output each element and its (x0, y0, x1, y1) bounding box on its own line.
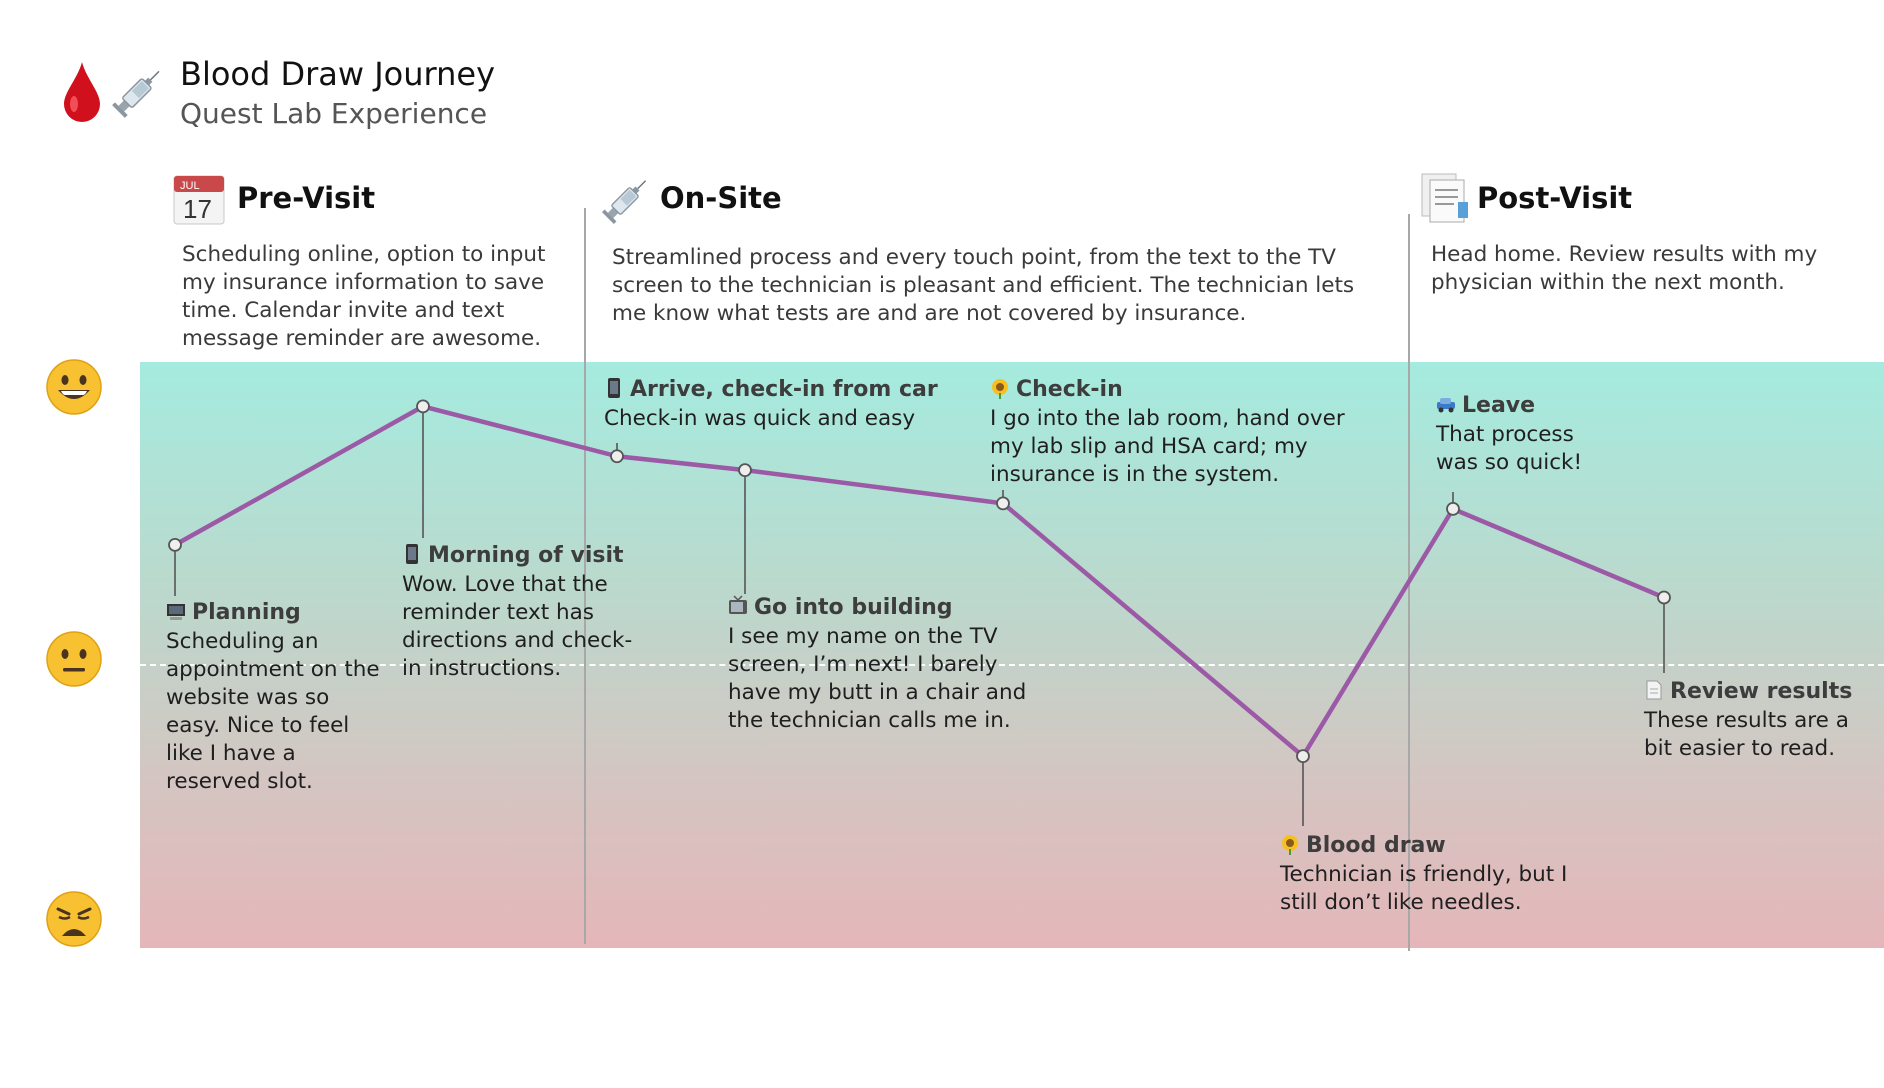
touchpoint-title: Check-in (990, 375, 1380, 405)
touchpoint-marker (1296, 749, 1310, 764)
emotion-band (140, 362, 1884, 948)
car-icon (1437, 398, 1455, 413)
touchpoint-title-text: Morning of visit (428, 543, 624, 568)
touchpoint-planning: Planning Scheduling an appointment on th… (166, 598, 386, 796)
stage-description-post-visit: Head home. Review results with my physic… (1431, 242, 1818, 295)
touchpoint-title: Go into building (728, 593, 1038, 623)
touchpoint-text: These results are a bit easier to read. (1644, 708, 1849, 761)
touchpoint-marker (610, 449, 624, 464)
page-title: Blood Draw Journey (180, 55, 496, 93)
touchpoint-marker (996, 496, 1010, 511)
touchpoint-title: Arrive, check-in from car (604, 375, 938, 405)
stage-description-on-site: Streamlined process and every touch poin… (612, 245, 1355, 326)
touchpoint-marker (1657, 590, 1671, 605)
touchpoint-check-in: Check-in I go into the lab room, hand ov… (990, 375, 1380, 489)
touchpoint-text: Wow. Love that the reminder text has dir… (402, 572, 633, 681)
touchpoint-marker (416, 399, 430, 414)
touchpoint-title: Blood draw (1280, 831, 1570, 861)
stage-description-pre-visit: Scheduling online, option to input my in… (182, 242, 546, 351)
touchpoint-title-text: Check-in (1016, 377, 1123, 402)
touchpoint-text: That process was so quick! (1436, 422, 1583, 475)
touchpoint-go-into-building: Go into building I see my name on the TV… (728, 593, 1038, 735)
touchpoint-title: Planning (166, 598, 386, 628)
touchpoint-title-text: Planning (192, 600, 301, 625)
documents-icon (1418, 172, 1472, 226)
journey-line (173, 404, 1665, 759)
touchpoint-title-text: Leave (1462, 393, 1536, 418)
weary-face-icon (46, 891, 102, 947)
calendar-icon: JUL 17 (172, 172, 226, 226)
blood-drop-icon (64, 62, 100, 122)
touchpoint-title-text: Review results (1670, 679, 1853, 704)
stage-title-on-site: On-Site (660, 181, 782, 215)
touchpoint-morning-of-visit: Morning of visit Wow. Love that the remi… (402, 541, 642, 683)
sunflower-icon (1282, 835, 1298, 855)
touchpoint-title: Morning of visit (402, 541, 642, 571)
syringe-icon (112, 70, 160, 118)
touchpoint-text: I see my name on the TV screen, I’m next… (728, 624, 1027, 733)
touchpoint-review-results: Review results These results are a bit e… (1644, 677, 1874, 763)
neutral-face-icon (46, 631, 102, 687)
touchpoint-title-text: Blood draw (1306, 833, 1446, 858)
document-icon (1646, 680, 1662, 700)
stage-title-pre-visit: Pre-Visit (237, 181, 376, 215)
touchpoint-text: I go into the lab room, hand over my lab… (990, 406, 1345, 487)
touchpoint-text: Scheduling an appointment on the website… (166, 629, 380, 794)
touchpoint-arrive: Arrive, check-in from car Check-in was q… (604, 375, 938, 433)
touchpoint-blood-draw: Blood draw Technician is friendly, but I… (1280, 831, 1570, 917)
grinning-face-icon (46, 359, 102, 415)
touchpoint-title: Review results (1644, 677, 1874, 707)
touchpoint-leave: Leave That process was so quick! (1436, 391, 1616, 477)
calendar-day: 17 (183, 194, 212, 224)
touchpoint-text: Technician is friendly, but I still don’… (1280, 862, 1568, 915)
calendar-month: JUL (180, 180, 200, 192)
syringe-icon (600, 172, 654, 226)
touchpoint-text: Check-in was quick and easy (604, 406, 916, 431)
sunflower-icon (992, 379, 1008, 399)
stage-divider (584, 208, 586, 944)
touchpoint-title-text: Go into building (754, 595, 953, 620)
touchpoint-marker (1446, 501, 1460, 516)
touchpoint-title: Leave (1436, 391, 1616, 421)
stage-title-post-visit: Post-Visit (1477, 181, 1633, 215)
phone-icon (406, 544, 418, 564)
touchpoint-marker (738, 463, 752, 478)
computer-icon (167, 604, 185, 620)
page-subtitle: Quest Lab Experience (180, 97, 488, 130)
touchpoint-marker (168, 537, 182, 552)
tv-icon (729, 595, 747, 614)
phone-icon (608, 378, 620, 398)
neutral-baseline (140, 664, 1884, 666)
touchpoint-title-text: Arrive, check-in from car (630, 377, 938, 402)
